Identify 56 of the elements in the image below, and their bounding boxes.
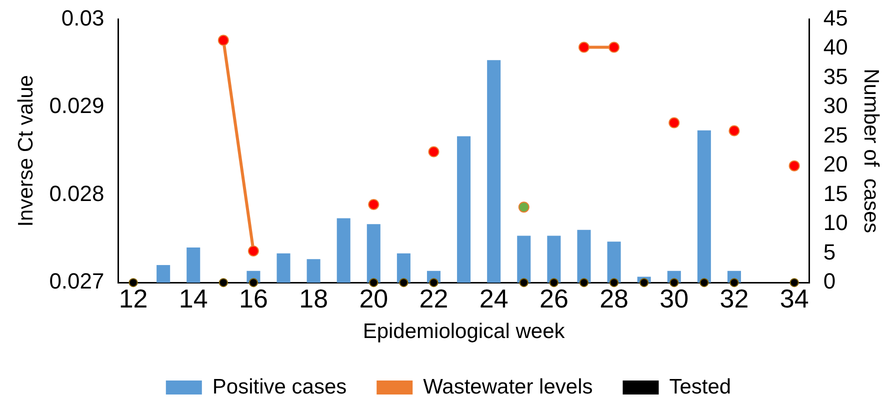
x-tick-label: 28	[600, 283, 628, 314]
y2-tick-label: 20	[823, 152, 848, 177]
bar	[156, 265, 170, 283]
y2-axis-title: Number of cases	[860, 68, 883, 234]
bar	[517, 236, 531, 283]
x-tick-label: 26	[539, 283, 568, 314]
bar	[547, 236, 561, 283]
x-tick-label: 18	[299, 283, 328, 314]
bar	[457, 136, 471, 283]
point	[428, 146, 440, 158]
y2-tick-label: 30	[823, 93, 848, 118]
bar	[697, 130, 711, 283]
point	[788, 160, 800, 172]
x-tick-label: 20	[359, 283, 388, 314]
point	[368, 198, 380, 210]
bar	[306, 259, 320, 283]
bar	[487, 60, 501, 283]
y-tick-label: 0.027	[49, 268, 104, 294]
bar	[396, 253, 410, 283]
y-axis-title: Inverse Ct value	[14, 75, 38, 227]
bar	[186, 247, 200, 283]
point	[518, 202, 530, 213]
x-tick-label: 32	[720, 283, 749, 314]
bar	[366, 224, 380, 283]
y2-tick-label: 35	[823, 64, 848, 89]
point	[668, 117, 680, 128]
x-tick-label: 30	[660, 283, 689, 314]
bar	[276, 253, 290, 283]
x-tick-label: 12	[118, 283, 148, 314]
y2-tick-label: 0	[823, 268, 836, 294]
y2-tick-label: 10	[823, 210, 848, 236]
x-tick-label: 22	[419, 283, 448, 314]
legend-label: Wastewater levels	[423, 375, 593, 398]
y2-tick-label: 5	[823, 239, 836, 264]
point	[578, 42, 590, 53]
legend-label: Positive cases	[212, 375, 347, 398]
legend-label: Tested	[669, 375, 732, 398]
y2-tick-label: 25	[823, 122, 848, 148]
y2-tick-label: 45	[823, 5, 848, 30]
y-tick-label: 0.03	[61, 5, 104, 30]
point	[728, 125, 740, 136]
bar	[336, 218, 350, 283]
point	[608, 42, 620, 53]
bar	[607, 242, 621, 283]
point	[248, 245, 259, 256]
y2-tick-label: 40	[823, 34, 848, 60]
x-tick-label: 14	[178, 283, 208, 314]
x-axis-title: Epidemiological week	[362, 320, 566, 344]
y-tick-label: 0.029	[49, 93, 104, 118]
y-tick-label: 0.028	[49, 180, 104, 206]
point	[218, 34, 229, 46]
x-tick-label: 16	[239, 283, 268, 314]
x-tick-label: 34	[780, 283, 809, 314]
bar	[577, 230, 591, 283]
y2-tick-label: 15	[823, 180, 848, 206]
x-tick-label: 24	[479, 283, 508, 314]
